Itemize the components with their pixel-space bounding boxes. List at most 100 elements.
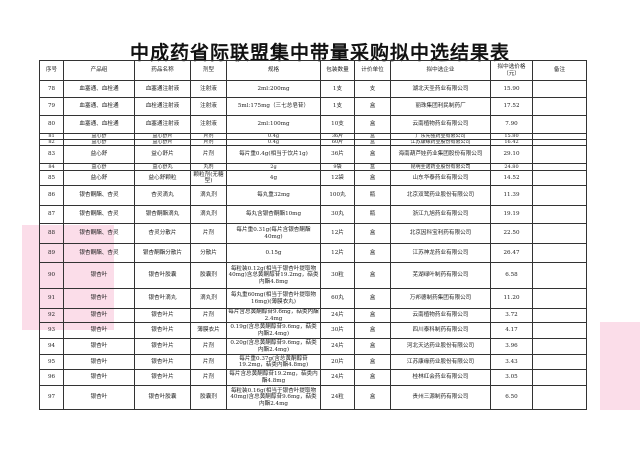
cell-specification: 0.15g (226, 243, 321, 263)
cell-pricing-unit: 盒 (354, 385, 391, 410)
cell-selected-price: 22.50 (490, 223, 533, 244)
cell-selected-company: 丽珠集团利民制药厂 (390, 97, 491, 116)
cell-selected-price: 24.80 (490, 163, 533, 171)
cell-pricing-unit: 盒 (354, 115, 391, 134)
cell-pricing-unit: 盒 (354, 163, 391, 171)
cell-pricing-unit: 盒 (354, 322, 391, 339)
cell-selected-company: 江苏神龙药业有限公司 (390, 243, 491, 263)
cell-pricing-unit: 盒 (354, 145, 391, 164)
cell-dosage-form: 胶囊剂 (190, 385, 227, 410)
cell-dosage-form: 滴丸剂 (190, 185, 227, 206)
cell-drug-name: 银杏酮酯滴丸 (134, 205, 191, 224)
cell-selected-price: 29.10 (490, 145, 533, 164)
cell-product-group: 益心舒 (63, 170, 135, 186)
cell-remarks (532, 185, 587, 206)
cell-selected-price: 3.96 (490, 338, 533, 355)
cell-dosage-form: 片剂 (190, 369, 227, 386)
table-row: 94 银杏叶 银杏叶片 片剂 0.20g(含总黄酮醇苷9.6mg，萜类内酯2.4mg) 2… (39, 338, 587, 355)
cell-selected-company: 海南葫芦娃药业集团股份有限公司 (390, 145, 491, 164)
cell-drug-name: 血塞通注射液 (134, 115, 191, 134)
cell-drug-name: 银杏叶滴丸 (134, 288, 191, 309)
cell-package-quantity: 12片 (320, 243, 355, 263)
cell-dosage-form: 片剂 (190, 223, 227, 244)
cell-product-group: 银杏酮酯、杏灵 (63, 223, 135, 244)
cell-selected-company: 芜湖绿叶制药有限公司 (390, 262, 491, 289)
cell-row-number: 85 (39, 170, 64, 186)
cell-remarks (532, 262, 587, 289)
cell-selected-price: 4.17 (490, 322, 533, 339)
cell-drug-name: 银杏酮酯分散片 (134, 243, 191, 263)
cell-product-group: 益心舒 (63, 163, 135, 171)
cell-package-quantity: 1支 (320, 80, 355, 98)
cell-specification: 0.20g(含总黄酮醇苷9.6mg，萜类内酯2.4mg) (226, 338, 321, 355)
cell-remarks (532, 223, 587, 244)
cell-drug-name: 银杏叶片 (134, 308, 191, 323)
cell-product-group: 银杏酮酯、杏灵 (63, 243, 135, 263)
cell-selected-price: 17.52 (490, 97, 533, 116)
cell-dosage-form: 分散片 (190, 243, 227, 263)
cell-row-number: 87 (39, 205, 64, 224)
cell-selected-company: 江苏康缘药业股份有限公司 (390, 354, 491, 370)
table-row: 88 银杏酮酯、杏灵 杏灵分散片 片剂 每片重0.31g(每片含银杏酮酯40mg) 12片… (39, 223, 587, 244)
cell-specification: 每片含总黄酮醇苷9.6mg，萜类内酯2.4mg (226, 308, 321, 323)
cell-package-quantity: 30片 (320, 322, 355, 339)
table-row: 89 银杏酮酯、杏灵 银杏酮酯分散片 分散片 0.15g 12片盒江苏神龙药业有限公司 26… (39, 243, 587, 263)
cell-specification: 4g (226, 170, 321, 186)
table-row: 92 银杏叶 银杏叶片 片剂 每片含总黄酮醇苷9.6mg，萜类内酯2.4mg 24片盒云南… (39, 308, 587, 323)
cell-dosage-form: 注射液 (190, 80, 227, 98)
cell-dosage-form: 注射液 (190, 115, 227, 134)
cell-package-quantity: 12片 (320, 223, 355, 244)
table-row: 97 银杏叶 银杏叶胶囊 胶囊剂 每粒装0.16g(相当于银杏叶提取物40mg)含总黄酮… (39, 385, 587, 410)
cell-pricing-unit: 盒 (354, 170, 391, 186)
cell-package-quantity: 1支 (320, 97, 355, 116)
cell-remarks (532, 308, 587, 323)
header-dosage-form: 剂型 (190, 60, 227, 81)
header-selected-price: 拟中选价格（元） (490, 60, 533, 81)
cell-row-number: 90 (39, 262, 64, 289)
cell-drug-name: 银杏叶胶囊 (134, 385, 191, 410)
table-row: 82 益心舒 益心舒片 片剂 0.4g 60片盒江苏康缘药业股份有限公司 16.42 (39, 139, 587, 146)
table-row: 83 益心舒 益心舒片 片剂 每片重0.4g(相当于饮片1g) 36片盒海南葫芦娃药业集团… (39, 145, 587, 164)
cell-pricing-unit: 盒 (354, 223, 391, 244)
cell-selected-company: 云南植物药业有限公司 (390, 308, 491, 323)
cell-dosage-form: 丸剂 (190, 163, 227, 171)
cell-selected-company: 四川泰科制药有限公司 (390, 322, 491, 339)
cell-package-quantity: 30粒 (320, 262, 355, 289)
cell-selected-price: 11.20 (490, 288, 533, 309)
cell-product-group: 银杏酮酯、杏灵 (63, 185, 135, 206)
cell-specification: 2ml:200mg (226, 80, 321, 98)
cell-selected-price: 6.50 (490, 385, 533, 410)
cell-product-group: 银杏叶 (63, 354, 135, 370)
cell-selected-company: 昆明圣诺药业股份有限公司 (390, 163, 491, 171)
table-row: 85 益心舒 益心舒颗粒 颗粒剂(无糖型) 4g 12袋盒山东华泰药业有限公司 14.52 (39, 170, 587, 186)
cell-package-quantity: 100丸 (320, 185, 355, 206)
cell-specification: 2g (226, 163, 321, 171)
cell-product-group: 银杏叶 (63, 262, 135, 289)
cell-drug-name: 银杏叶片 (134, 369, 191, 386)
header-pricing-unit: 计价单位 (354, 60, 391, 81)
cell-pricing-unit: 瓶 (354, 185, 391, 206)
cell-drug-name: 益心舒片 (134, 145, 191, 164)
table-row: 86 银杏酮酯、杏灵 杏灵滴丸 滴丸剂 每丸重32mg 100丸瓶北京双鹭药业股份有限公司… (39, 185, 587, 206)
table-row: 80 血塞通、血栓通 血塞通注射液 注射液 2ml:100mg 10支盒云南植物药业有限公… (39, 115, 587, 134)
cell-pricing-unit: 盒 (354, 308, 391, 323)
cell-package-quantity: 24片 (320, 369, 355, 386)
cell-specification: 0.19g(含总黄酮醇苷9.6mg，萜类内酯2.4mg) (226, 322, 321, 339)
cell-dosage-form: 片剂 (190, 308, 227, 323)
cell-row-number: 94 (39, 338, 64, 355)
cell-specification: 每粒装0.16g(相当于银杏叶提取物40mg)含总黄酮醇苷9.6mg，萜类内酯2… (226, 385, 321, 410)
cell-drug-name: 血塞通注射液 (134, 80, 191, 98)
cell-row-number: 86 (39, 185, 64, 206)
cell-product-group: 血塞通、血栓通 (63, 80, 135, 98)
cell-selected-price: 3.43 (490, 354, 533, 370)
table-row: 87 银杏酮酯、杏灵 银杏酮酯滴丸 滴丸剂 每丸含银杏酮酯10mg 30丸瓶浙江九旭药业有… (39, 205, 587, 224)
cell-drug-name: 银杏叶片 (134, 354, 191, 370)
cell-row-number: 88 (39, 223, 64, 244)
cell-dosage-form: 片剂 (190, 354, 227, 370)
cell-selected-price: 3.72 (490, 308, 533, 323)
cell-remarks (532, 338, 587, 355)
watermark-block (600, 322, 640, 410)
cell-remarks (532, 115, 587, 134)
cell-pricing-unit: 盒 (354, 97, 391, 116)
cell-drug-name: 益心舒丸 (134, 163, 191, 171)
